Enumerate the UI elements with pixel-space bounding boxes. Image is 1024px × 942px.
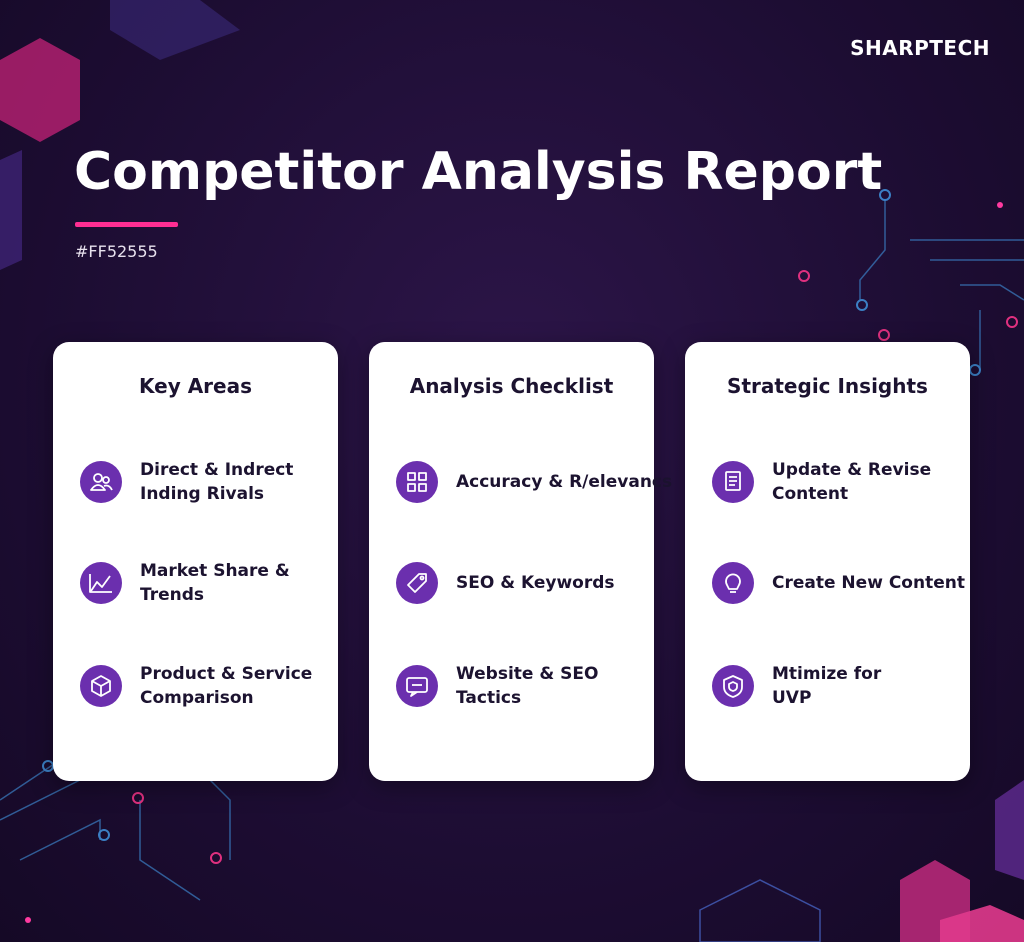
card-title: Strategic Insights xyxy=(727,374,928,398)
card: Strategic Insights Update & Revise Content… xyxy=(685,342,970,781)
item-text: Market Share & Trends xyxy=(140,559,290,607)
item-text: Direct & Indrect Inding Rivals xyxy=(140,458,293,506)
list-item: Create New Content xyxy=(712,553,965,613)
list-item: Direct & Indrect Inding Rivals xyxy=(80,452,330,512)
item-text: Accuracy & R/elevancs xyxy=(456,470,672,494)
item-icon xyxy=(712,665,754,707)
title-underline xyxy=(75,222,178,227)
item-line: Create New Content xyxy=(772,573,965,593)
item-line: Accuracy & R/elevancs xyxy=(456,472,673,492)
card: Key Areas Direct & Indrect Inding Rivals Ma… xyxy=(53,342,338,781)
list-item: Accuracy & R/elevancs xyxy=(396,452,672,512)
list-item: Product & Service Comparison xyxy=(80,656,330,716)
item-text: Mtimize for UVP xyxy=(772,662,881,710)
subtitle: #FF52555 xyxy=(75,242,158,261)
card-title: Analysis Checklist xyxy=(409,374,614,398)
item-icon xyxy=(80,461,122,503)
item-line: Content xyxy=(772,484,849,504)
item-line: Inding Rivals xyxy=(140,484,265,504)
item-icon xyxy=(712,562,754,604)
list-item: Update & Revise Content xyxy=(712,452,962,512)
item-icon xyxy=(80,665,122,707)
item-icon xyxy=(396,562,438,604)
item-text: SEO & Keywords xyxy=(456,571,615,595)
list-item: Market Share & Trends xyxy=(80,553,330,613)
card: Analysis Checklist Accuracy & R/elevancs S… xyxy=(369,342,672,781)
item-icon xyxy=(396,665,438,707)
brand: SHARPTECH xyxy=(850,36,990,60)
list-item: Mtimize for UVP xyxy=(712,656,962,716)
item-line: Product & Service xyxy=(140,664,313,684)
item-line: Website & SEO xyxy=(456,664,599,684)
item-line: Update & Revise xyxy=(772,460,932,480)
item-text: Product & Service Comparison xyxy=(140,662,312,710)
item-icon xyxy=(80,562,122,604)
item-line: Direct & Indrect xyxy=(140,460,294,480)
title: Competitor Analysis Report xyxy=(74,142,883,202)
item-text: Create New Content xyxy=(772,571,965,595)
item-icon xyxy=(396,461,438,503)
card-title: Key Areas xyxy=(138,374,253,398)
item-line: SEO & Keywords xyxy=(456,573,615,593)
item-line: UVP xyxy=(772,688,812,708)
list-item: SEO & Keywords xyxy=(396,553,646,613)
item-text: Update & Revise Content xyxy=(772,458,931,506)
item-text: Website & SEO Tactics xyxy=(456,662,598,710)
item-icon xyxy=(712,461,754,503)
list-item: Website & SEO Tactics xyxy=(396,656,646,716)
item-line: Comparison xyxy=(140,688,254,708)
item-line: Mtimize for xyxy=(772,664,882,684)
item-line: Trends xyxy=(140,585,205,605)
item-line: Market Share & xyxy=(140,561,290,581)
item-line: Tactics xyxy=(456,688,522,708)
